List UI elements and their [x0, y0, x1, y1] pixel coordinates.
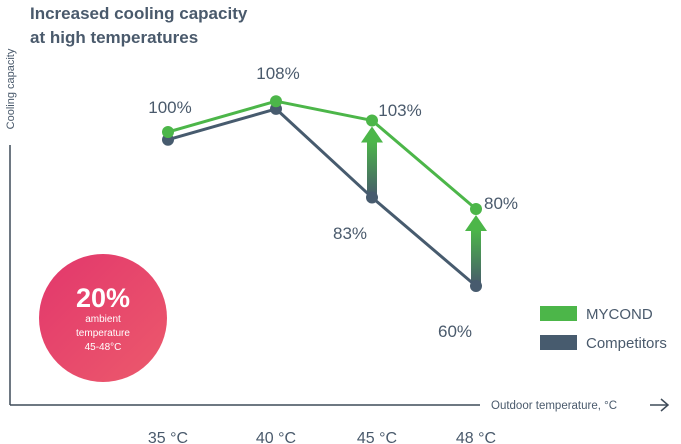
x-tick-label-35: 35 °C: [148, 430, 188, 444]
legend-swatch-competitors: [540, 335, 577, 350]
badge-line-2: temperature: [76, 328, 130, 339]
chart-title-line-2: at high temperatures: [30, 28, 199, 47]
mycond-label-35: 100%: [148, 98, 191, 117]
legend-label-competitors: Competitors: [586, 335, 667, 352]
badge-circle: [39, 254, 167, 382]
mycond-label-48: 80%: [484, 194, 518, 213]
mycond-point-35: [162, 126, 174, 138]
x-tick-label-40: 40 °C: [256, 430, 296, 444]
mycond-label-45: 103%: [378, 101, 421, 120]
competitors-label-48: 60%: [438, 322, 472, 341]
percentage-badge: 20% ambient temperature 45-48°C: [39, 254, 167, 382]
competitors-point-45: [366, 191, 378, 204]
badge-value: 20%: [76, 283, 130, 313]
legend: MYCOND Competitors: [540, 306, 667, 352]
mycond-series-line: [167, 99, 477, 211]
mycond-point-45: [366, 114, 378, 127]
improvement-arrow-48: [465, 215, 487, 286]
competitors-series-line: [167, 107, 477, 288]
x-axis-label: Outdoor temperature, °C: [491, 400, 617, 412]
competitors-point-48: [470, 280, 482, 292]
x-axis-arrowhead: [660, 398, 670, 412]
y-axis-label: Cooling capacity: [5, 48, 17, 129]
competitors-label-45: 83%: [333, 224, 367, 243]
badge-line-1: ambient: [85, 314, 121, 325]
chart-title-line-1: Increased cooling capacity: [30, 4, 248, 23]
badge-line-3: 45-48°C: [85, 342, 122, 353]
mycond-label-40: 108%: [256, 64, 299, 83]
legend-label-mycond: MYCOND: [586, 306, 653, 323]
mycond-point-48: [470, 203, 482, 215]
x-tick-label-48: 48 °C: [456, 430, 496, 444]
x-tick-label-45: 45 °C: [357, 430, 397, 444]
improvement-arrow-45: [361, 126, 383, 198]
chart-title: Increased cooling capacity at high tempe…: [30, 2, 247, 50]
legend-swatch-mycond: [540, 306, 577, 321]
mycond-point-40: [270, 95, 282, 108]
